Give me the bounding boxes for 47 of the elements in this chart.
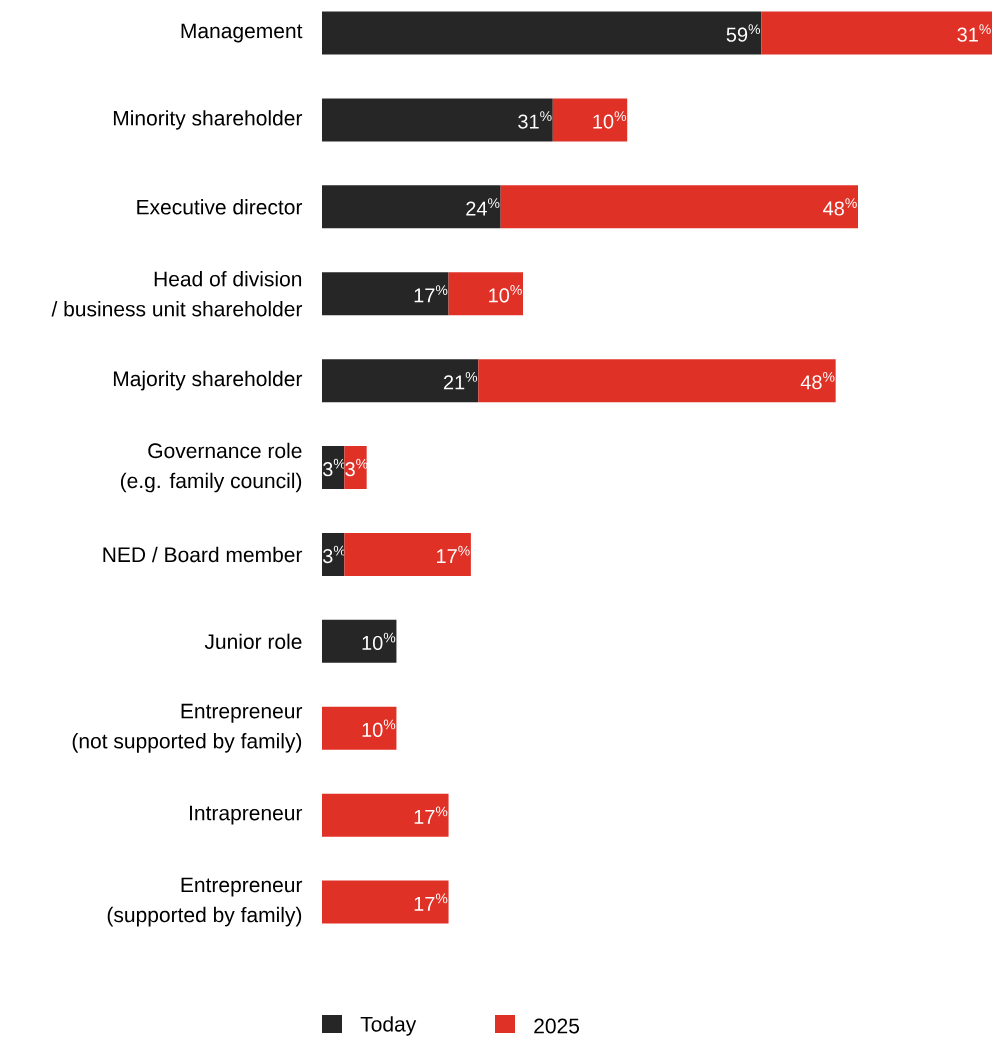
- bar: [322, 880, 449, 924]
- bar: [322, 706, 397, 750]
- legend-label: 2025: [534, 1018, 580, 1034]
- data-label: 17$^{%}$: [437, 545, 470, 564]
- bar: [322, 185, 501, 229]
- data-label: 10$^{%}$: [362, 632, 396, 651]
- y-tick-label: Intrapreneur: [190, 805, 303, 825]
- bar: [322, 619, 397, 663]
- data-label: 3$^{%}$: [345, 458, 368, 477]
- data-label: 17$^{%}$: [414, 806, 448, 824]
- bar: [478, 359, 836, 403]
- data-label: 10$^{%}$: [362, 719, 396, 737]
- bar: [322, 272, 449, 316]
- bar: [322, 532, 345, 576]
- data-label: 17$^{%}$: [414, 893, 448, 911]
- y-tick-label: Head of division / business unit shareholder: [51, 271, 303, 317]
- bar: [552, 98, 628, 142]
- bar: [761, 11, 992, 55]
- bar: [322, 359, 479, 403]
- y-tick-label: Entrepreneur (not supported by family): [72, 703, 303, 753]
- bar: [322, 11, 762, 55]
- data-label: 21$^{%}$: [443, 372, 478, 390]
- legend-label: Today: [360, 1016, 417, 1036]
- y-tick-label: Entrepreneur (supported by family): [107, 877, 303, 927]
- data-label: 48$^{%}$: [823, 198, 857, 216]
- bar: [322, 793, 449, 837]
- y-tick-label: Junior role: [204, 633, 302, 650]
- data-label: 10$^{%}$: [489, 285, 522, 303]
- y-tick-label: Executive director: [137, 199, 303, 215]
- bar: [448, 272, 523, 316]
- data-label: 31$^{%}$: [957, 24, 991, 42]
- bar: [344, 532, 471, 576]
- y-tick-label: Governance role (e.g. family council): [120, 442, 302, 493]
- bar: [344, 446, 367, 490]
- y-tick-label: Minority shareholder: [113, 110, 303, 130]
- y-tick-label: Majority shareholder: [113, 370, 303, 391]
- data-label: 10$^{%}$: [593, 111, 627, 129]
- data-label: 48$^{%}$: [800, 371, 835, 390]
- y-tick-label: NED / Board member: [103, 546, 303, 563]
- data-label: 24$^{%}$: [466, 198, 500, 216]
- data-label: 31$^{%}$: [518, 111, 552, 129]
- data-label: 59$^{%}$: [726, 24, 761, 42]
- bar: [500, 185, 858, 229]
- data-label: 17$^{%}$: [414, 285, 448, 303]
- bar: [322, 446, 345, 490]
- y-tick-label: Management: [181, 23, 303, 43]
- bar: [322, 98, 553, 142]
